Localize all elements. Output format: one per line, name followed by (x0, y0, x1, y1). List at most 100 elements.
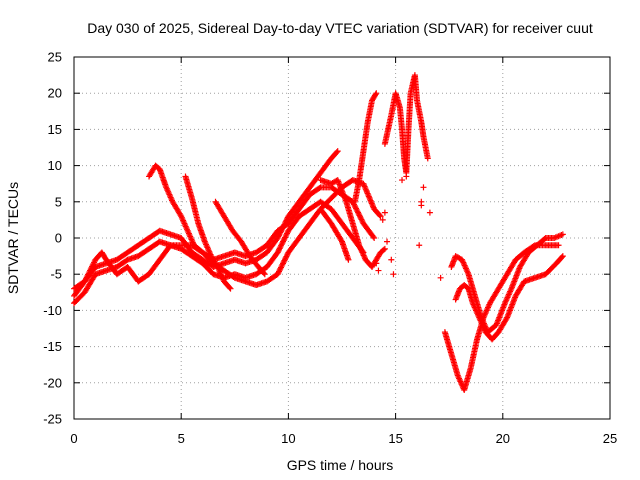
data-point-isolated (418, 202, 425, 209)
x-tick-label: 10 (281, 431, 295, 446)
data-point (357, 213, 364, 220)
data-point-isolated (388, 256, 395, 263)
data-point-isolated (381, 209, 388, 216)
y-tick-label: -20 (43, 375, 62, 390)
data-point (380, 246, 387, 253)
data-point (281, 257, 288, 264)
series-track-g (317, 206, 352, 263)
data-point-isolated (420, 184, 427, 191)
y-tick-label: -5 (50, 267, 62, 282)
data-point (83, 274, 90, 281)
series-track-f (212, 198, 268, 278)
data-point (85, 271, 92, 278)
data-point (277, 265, 284, 272)
y-tick-label: 25 (48, 50, 62, 65)
data-point (353, 205, 360, 212)
data-point (279, 261, 286, 268)
data-point (372, 91, 379, 98)
data-point (280, 258, 287, 265)
data-point (282, 234, 289, 241)
data-point (283, 253, 290, 260)
series-track-l (448, 231, 566, 336)
data-point (89, 263, 96, 270)
data-point-isolated (426, 209, 433, 216)
data-point (83, 275, 90, 282)
series-track-a (71, 148, 341, 299)
data-point (355, 209, 362, 216)
data-point (338, 237, 345, 244)
data-point-isolated (375, 267, 382, 274)
data-point-isolated (403, 173, 410, 180)
y-tick-label: 15 (48, 122, 62, 137)
data-point (89, 262, 96, 269)
data-point (424, 155, 431, 162)
data-point (88, 264, 95, 271)
data-point (85, 270, 92, 277)
y-tick-label: -25 (43, 412, 62, 427)
data-point (274, 235, 281, 241)
data-point (558, 254, 565, 261)
data-point (281, 235, 288, 242)
data-point (87, 266, 94, 273)
data-point (260, 270, 267, 277)
data-point (282, 233, 289, 240)
data-point (334, 148, 341, 155)
data-point-isolated (416, 242, 423, 249)
data-point (381, 245, 388, 252)
data-point (227, 285, 234, 292)
data-point (276, 245, 283, 252)
data-point (84, 273, 91, 280)
data-point (377, 213, 384, 220)
data-point (280, 260, 287, 267)
data-markers (71, 72, 566, 394)
data-point (503, 315, 510, 322)
x-tick-label: 20 (496, 431, 510, 446)
data-point (277, 244, 284, 251)
y-tick-label: 5 (55, 194, 62, 209)
data-point-isolated (384, 238, 391, 245)
data-point (356, 212, 363, 219)
data-point (274, 271, 281, 278)
data-point (370, 233, 377, 240)
data-point-isolated (390, 271, 397, 278)
chart-title: Day 030 of 2025, Sidereal Day-to-day VTE… (87, 20, 593, 36)
data-point (86, 268, 93, 275)
y-tick-label: -10 (43, 303, 62, 318)
y-axis-label: SDTVAR / TECUs (5, 182, 21, 294)
data-point (275, 233, 282, 240)
data-point-isolated (437, 274, 444, 281)
series-track-h (317, 177, 388, 270)
data-point (276, 267, 283, 274)
data-point (82, 277, 89, 284)
data-point (87, 267, 94, 274)
y-tick-label: 10 (48, 158, 62, 173)
data-point (226, 284, 233, 291)
x-axis-label: GPS time / hours (287, 457, 394, 473)
data-point (333, 149, 340, 156)
data-point (284, 252, 291, 259)
data-point (559, 253, 566, 260)
x-tick-label: 0 (70, 431, 77, 446)
data-point-isolated (399, 177, 406, 184)
data-point (355, 211, 362, 218)
data-point (373, 90, 380, 97)
data-point (280, 238, 287, 245)
data-point (530, 243, 537, 250)
y-tick-label: 20 (48, 86, 62, 101)
series-track-i (351, 90, 380, 205)
data-point (278, 264, 285, 271)
data-point (91, 259, 98, 266)
data-point (352, 204, 359, 211)
data-point (90, 260, 97, 267)
data-point-isolated (379, 216, 386, 223)
data-point (371, 235, 378, 241)
y-tick-label: 0 (55, 231, 62, 246)
x-tick-label: 15 (388, 431, 402, 446)
data-point (274, 249, 281, 256)
data-point (275, 248, 282, 255)
data-point (284, 230, 291, 237)
data-point (283, 231, 290, 238)
axis-ticks: 0 5 10 15 20 25 -25 -20 -15 -10 -5 0 5 10 15 20 25 (43, 50, 617, 447)
x-tick-label: 25 (603, 431, 617, 446)
